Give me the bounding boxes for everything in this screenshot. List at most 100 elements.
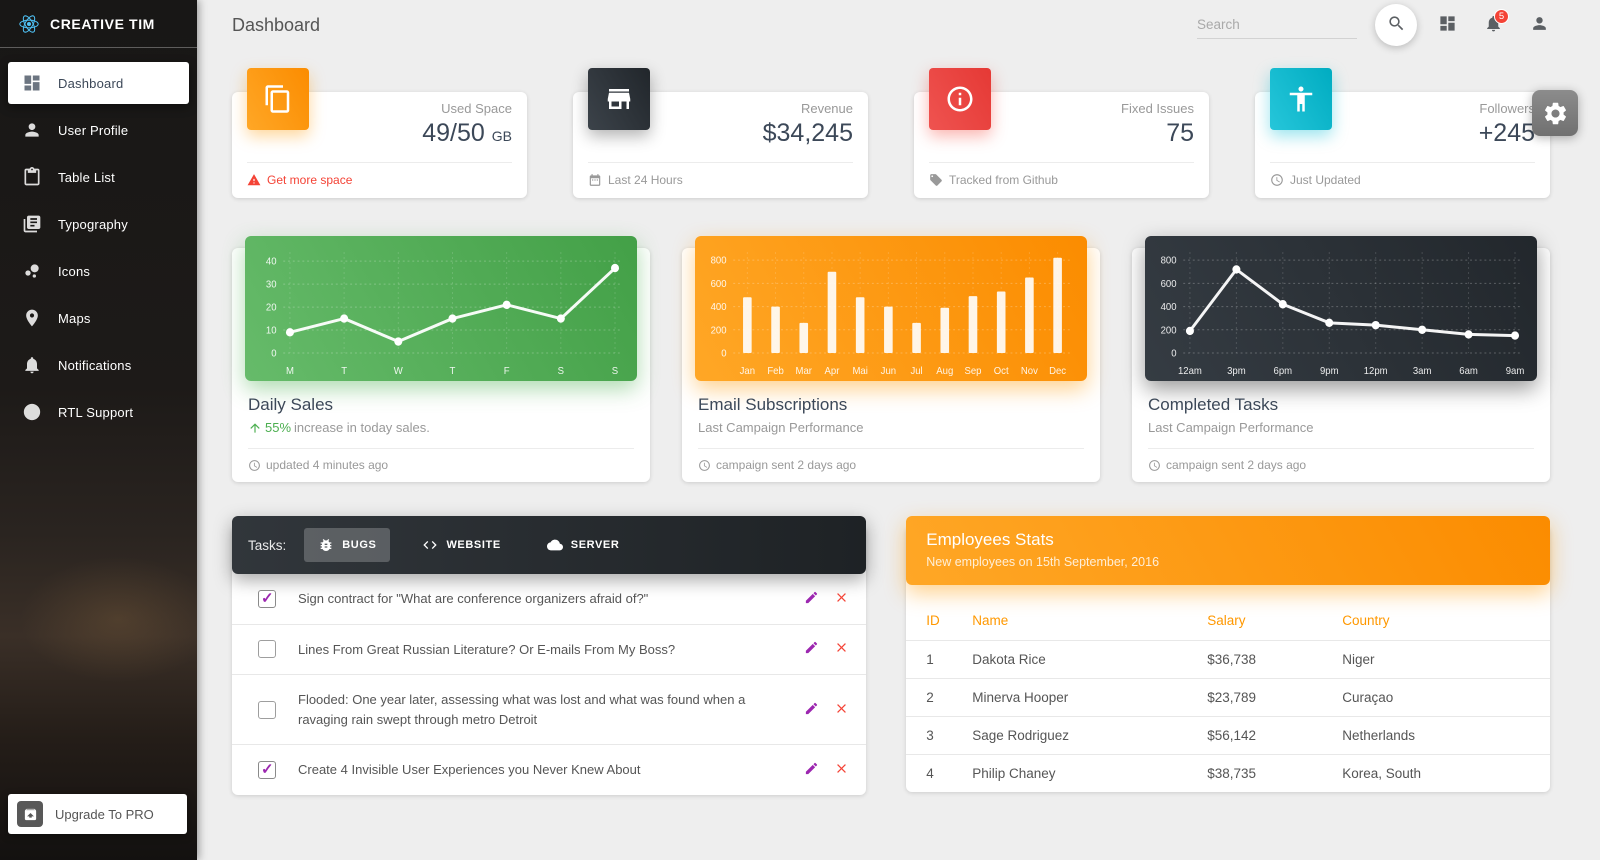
apps-grid-button[interactable] [1431,9,1463,41]
tasks-title: Tasks: [248,537,287,553]
chart-subtitle: Last Campaign Performance [698,420,864,435]
task-text: Create 4 Invisible User Experiences you … [298,762,641,777]
topbar: Dashboard 5 [197,0,1600,50]
stat-label: Revenue [800,101,853,116]
svg-text:9pm: 9pm [1320,366,1339,377]
copy-icon [247,68,309,130]
bubble-chart-icon [22,261,42,281]
tab-bugs[interactable]: BUGS [304,528,391,562]
svg-text:M: M [286,366,294,377]
pencil-icon [805,762,817,774]
tasks-header: Tasks: BUGS WEBSITE SERVER [232,516,867,574]
brand[interactable]: CREATIVE TIM [0,0,197,48]
notifications-button[interactable]: 5 [1477,9,1509,41]
get-more-space-link[interactable]: Get more space [267,173,353,187]
column-header-salary: Salary [1199,601,1335,641]
edit-task-button[interactable] [802,590,820,608]
dashboard-icon [22,73,42,93]
task-checkbox[interactable] [258,640,276,659]
sidebar: CREATIVE TIM Dashboard User Profile Tabl… [0,0,197,860]
svg-text:10: 10 [266,325,277,336]
upgrade-pro-button[interactable]: Upgrade To PRO [8,794,187,834]
edit-task-button[interactable] [802,761,820,779]
stat-value: 49/50 [422,119,485,147]
edit-task-button[interactable] [802,640,820,658]
employees-title: Employees Stats [926,530,1054,549]
svg-text:3am: 3am [1413,366,1432,377]
close-icon [836,643,846,653]
svg-text:Nov: Nov [1021,366,1038,377]
store-icon [588,68,650,130]
task-checkbox[interactable] [258,700,276,719]
bell-icon [22,355,42,375]
sidebar-item-label: Maps [58,310,91,326]
bug-icon [320,539,332,551]
stat-card-fixed-issues: Fixed Issues 75 Tracked from Github [914,68,1209,198]
brand-name: CREATIVE TIM [50,16,155,32]
sidebar-item-icons[interactable]: Icons [8,250,189,292]
stat-value: 75 [1166,119,1194,147]
person-icon [1530,14,1549,36]
stat-footer-text: Just Updated [1290,173,1361,187]
column-header-country: Country [1334,601,1550,641]
sidebar-item-user-profile[interactable]: User Profile [8,109,189,151]
delete-task-button[interactable] [832,590,850,608]
settings-gear-button[interactable] [1532,90,1578,136]
task-text: Lines From Great Russian Literature? Or … [298,641,676,657]
delete-task-button[interactable] [832,701,850,719]
tasks-card: Tasks: BUGS WEBSITE SERVER Sign contract… [232,516,867,795]
task-text: Flooded: One year later, assessing what … [298,692,746,727]
table-row: 1 Dakota Rice $36,738 Niger [906,640,1550,679]
task-checkbox[interactable] [258,589,276,608]
clock-icon [249,459,260,471]
react-atom-logo-icon [19,15,39,33]
svg-text:6pm: 6pm [1274,366,1293,377]
task-row: Create 4 Invisible User Experiences you … [232,745,866,795]
warning-icon [247,174,261,186]
email-subscriptions-chart: 0 200 400 600 800 Jan Feb Mar Apr Mai Jun Jul Aug Sep… [695,236,1087,381]
tab-server[interactable]: SERVER [533,528,634,562]
stat-label: Used Space [441,101,512,116]
arrow-up-icon [250,422,260,433]
stat-card-used-space: Used Space 49/50 GB Get more space [232,68,527,198]
edit-task-button[interactable] [802,701,820,719]
daily-sales-card: 0 10 20 30 40 M T W T F S S Daily Sales 55% increas… [232,236,650,482]
svg-text:0: 0 [271,348,277,359]
chart-subtitle: Last Campaign Performance [1148,420,1314,435]
gear-icon [1544,102,1566,124]
pencil-icon [805,591,817,603]
search-input[interactable] [1197,11,1357,39]
sidebar-item-label: Notifications [58,357,132,373]
profile-button[interactable] [1523,9,1555,41]
tab-website[interactable]: WEBSITE [408,528,514,562]
svg-text:Dec: Dec [1049,366,1066,377]
search-button[interactable] [1375,4,1417,46]
table-row: 4 Philip Chaney $38,735 Korea, South [926,766,1422,781]
svg-text:12am: 12am [1178,366,1202,377]
svg-text:Feb: Feb [767,366,784,377]
task-checkbox[interactable] [258,760,276,779]
employees-subtitle: New employees on 15th September, 2016 [926,555,1160,569]
svg-text:400: 400 [1161,302,1177,313]
delete-task-button[interactable] [832,640,850,658]
sidebar-item-rtl-support[interactable]: RTL Support [8,391,189,433]
sidebar-item-label: Icons [58,263,91,279]
svg-text:800: 800 [1161,255,1177,266]
sidebar-item-typography[interactable]: Typography [8,203,189,245]
accessibility-icon [1270,68,1332,130]
sidebar-item-dashboard[interactable]: Dashboard [8,62,189,104]
bottom-row: Tasks: BUGS WEBSITE SERVER Sign contract… [197,516,1600,835]
sidebar-item-table-list[interactable]: Table List [8,156,189,198]
svg-text:600: 600 [711,279,727,290]
chart-title: Daily Sales [248,395,334,414]
sidebar-item-notifications[interactable]: Notifications [8,344,189,386]
delete-task-button[interactable] [832,761,850,779]
stat-cards-row: Used Space 49/50 GB Get more space Reven… [197,68,1600,198]
sidebar-item-maps[interactable]: Maps [8,297,189,339]
sidebar-item-label: User Profile [58,122,129,138]
dashboard-grid-icon [1438,14,1457,36]
clock-icon [699,459,710,471]
stat-unit: GB [491,128,512,144]
svg-text:Sep: Sep [964,366,982,377]
svg-text:S: S [612,366,619,377]
